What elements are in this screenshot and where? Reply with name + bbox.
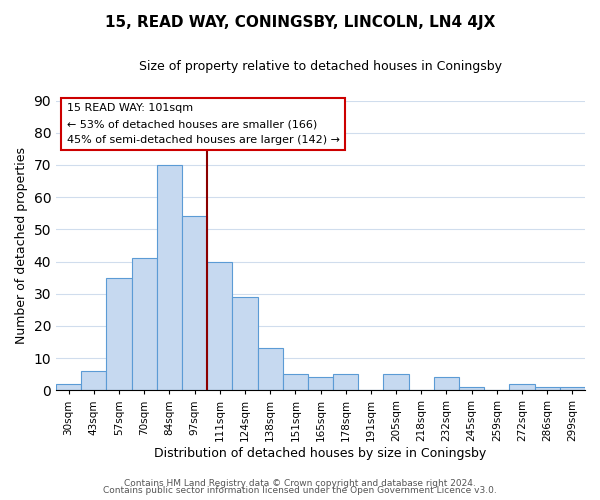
Y-axis label: Number of detached properties: Number of detached properties [15,147,28,344]
Bar [509,384,535,390]
Bar [383,374,409,390]
Bar [131,258,157,390]
Bar [157,165,182,390]
Bar [257,348,283,391]
Bar [308,378,333,390]
Text: Contains public sector information licensed under the Open Government Licence v3: Contains public sector information licen… [103,486,497,495]
Bar [333,374,358,390]
X-axis label: Distribution of detached houses by size in Coningsby: Distribution of detached houses by size … [154,447,487,460]
Title: Size of property relative to detached houses in Coningsby: Size of property relative to detached ho… [139,60,502,73]
Bar [283,374,308,390]
Bar [106,278,131,390]
Bar [207,262,232,390]
Bar [232,297,257,390]
Text: Contains HM Land Registry data © Crown copyright and database right 2024.: Contains HM Land Registry data © Crown c… [124,478,476,488]
Text: 15, READ WAY, CONINGSBY, LINCOLN, LN4 4JX: 15, READ WAY, CONINGSBY, LINCOLN, LN4 4J… [105,15,495,30]
Bar [56,384,81,390]
Bar [535,387,560,390]
Bar [434,378,459,390]
Text: 15 READ WAY: 101sqm
← 53% of detached houses are smaller (166)
45% of semi-detac: 15 READ WAY: 101sqm ← 53% of detached ho… [67,104,340,144]
Bar [459,387,484,390]
Bar [182,216,207,390]
Bar [560,387,585,390]
Bar [81,371,106,390]
